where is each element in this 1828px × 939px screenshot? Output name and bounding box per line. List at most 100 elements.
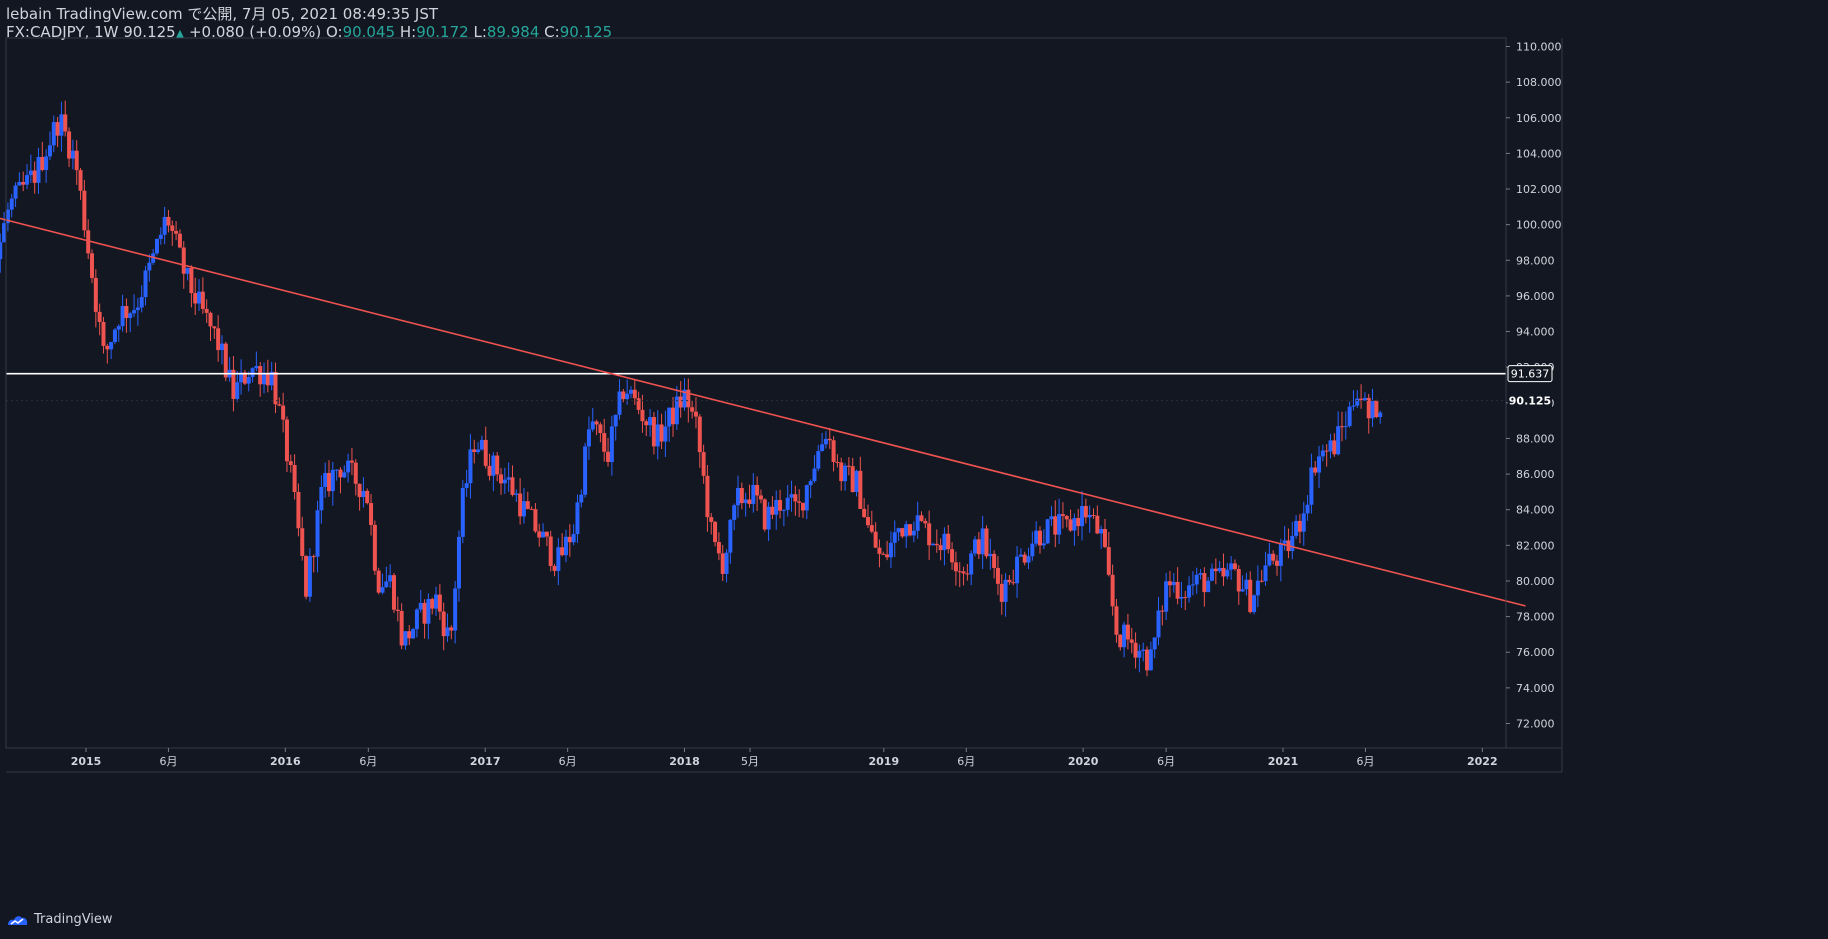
candle-body <box>1015 556 1020 584</box>
candle-body <box>1378 412 1383 418</box>
candle-body <box>407 631 412 639</box>
candle-body <box>1148 649 1153 671</box>
open-label: O: <box>325 23 343 41</box>
candle-body <box>976 539 981 555</box>
y-tick-label: 78.000 <box>1516 611 1555 624</box>
candle-body <box>762 499 767 530</box>
candle-body <box>1210 568 1215 581</box>
candle-body <box>63 114 68 132</box>
candle-body <box>644 421 649 426</box>
y-tick-label: 82.000 <box>1516 539 1555 552</box>
candle-body <box>1374 400 1379 418</box>
candle-body <box>598 424 603 434</box>
candle-body <box>1217 567 1222 572</box>
candle-body <box>537 531 542 538</box>
candle-body <box>1034 530 1039 544</box>
candle-body <box>449 627 454 631</box>
candle-body <box>927 523 932 546</box>
candle-body <box>1206 580 1211 593</box>
candle-body <box>376 570 381 593</box>
candle-body <box>1057 514 1062 535</box>
candle-body <box>713 521 718 542</box>
candle-body <box>265 372 270 386</box>
candle-body <box>258 366 263 385</box>
candle-body <box>1087 514 1092 518</box>
candle-body <box>659 424 664 442</box>
footer-brand[interactable]: TradingView <box>6 912 113 927</box>
candle-body <box>827 438 832 441</box>
candle-body <box>514 493 519 495</box>
candle-body <box>44 156 49 170</box>
candle-body <box>881 553 886 555</box>
candle-body <box>1236 569 1241 592</box>
candle-body <box>120 306 125 327</box>
candle-body <box>1190 584 1195 586</box>
candle-body <box>797 501 802 503</box>
candle-body <box>781 509 786 511</box>
candle-body <box>965 573 970 575</box>
candle-body <box>1106 547 1111 575</box>
candle-body <box>342 472 347 478</box>
ohlc-line: FX:CADJPY, 1W 90.125▲ +0.080 (+0.09%) O:… <box>6 23 612 43</box>
candle-body <box>346 460 351 473</box>
candle-body <box>728 519 733 553</box>
candle-body <box>25 175 30 185</box>
candle-body <box>839 462 844 482</box>
candle-body <box>800 502 805 511</box>
candle-body <box>434 594 439 609</box>
candle-body <box>200 291 205 309</box>
candle-body <box>414 609 419 630</box>
candle-body <box>456 536 461 589</box>
y-tick-label: 74.000 <box>1516 682 1555 695</box>
x-tick-label: 2016 <box>270 755 301 768</box>
candle-body <box>1187 585 1192 598</box>
candle-body <box>812 468 817 482</box>
candle-body <box>877 547 882 554</box>
candle-body <box>13 185 18 199</box>
candle-body <box>529 508 534 510</box>
candle-body <box>86 230 91 254</box>
candle-body <box>1240 589 1245 592</box>
candle-body <box>491 455 496 476</box>
candle-body <box>1076 518 1081 527</box>
candle-body <box>938 545 943 551</box>
candle-body <box>181 247 186 274</box>
hline-price-badge <box>1507 365 1553 383</box>
candle-body <box>453 588 458 631</box>
candle-body <box>132 310 137 314</box>
candle-body <box>716 541 721 554</box>
candle-body <box>1267 553 1272 566</box>
candle-body <box>919 515 924 521</box>
candle-body <box>988 553 993 557</box>
candle-body <box>380 587 385 593</box>
x-tick-label: 6月 <box>1356 755 1374 768</box>
candle-body <box>32 170 37 183</box>
candle-body <box>904 524 909 537</box>
change-label: +0.080 (+0.09%) <box>188 23 322 41</box>
candle-body <box>709 517 714 522</box>
candle-body <box>758 495 763 500</box>
candle-body <box>124 306 129 319</box>
candle-body <box>793 494 798 502</box>
candle-body <box>139 297 144 308</box>
high-value: 90.172 <box>416 23 469 41</box>
candle-body <box>934 543 939 546</box>
candle-body <box>174 230 179 234</box>
y-tick-label: 110.000 <box>1516 41 1562 54</box>
candle-body <box>961 571 966 574</box>
candle-body <box>1003 579 1008 602</box>
candle-body <box>751 484 756 504</box>
close-label: C: <box>544 23 560 41</box>
y-tick-label: 94.000 <box>1516 326 1555 339</box>
candle-body <box>185 267 190 274</box>
candle-body <box>946 533 951 550</box>
candle-body <box>1198 573 1203 575</box>
candle-body <box>105 345 110 350</box>
candle-body <box>778 500 783 511</box>
candle-body <box>506 477 511 480</box>
candle-body <box>59 114 64 136</box>
candle-body <box>1244 579 1249 590</box>
candle-body <box>1313 467 1318 473</box>
candle-body <box>923 520 928 524</box>
